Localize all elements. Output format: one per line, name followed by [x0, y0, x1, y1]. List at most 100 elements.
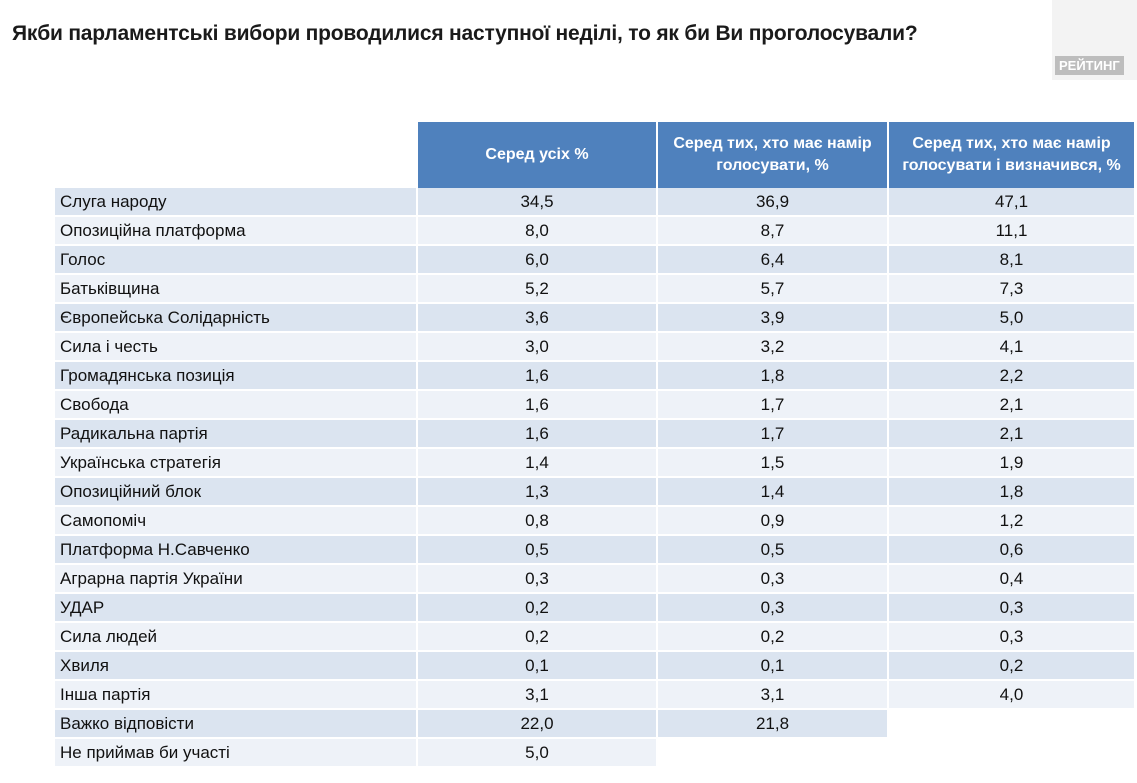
value-decided: 0,6 — [889, 536, 1134, 565]
value-decided: 1,2 — [889, 507, 1134, 536]
value-all: 6,0 — [418, 246, 656, 275]
party-name: Платформа Н.Савченко — [55, 536, 416, 565]
value-intend: 36,9 — [658, 188, 887, 217]
party-name: Радикальна партія — [55, 420, 416, 449]
table-row: Голос 6,0 6,4 8,1 — [55, 246, 1134, 275]
value-decided: 0,3 — [889, 594, 1134, 623]
header-blank — [55, 122, 416, 188]
value-intend: 0,9 — [658, 507, 887, 536]
party-name: Не приймав би участі — [55, 739, 416, 768]
value-decided: 4,0 — [889, 681, 1134, 710]
value-all: 5,2 — [418, 275, 656, 304]
table-row: Інша партія 3,1 3,1 4,0 — [55, 681, 1134, 710]
value-decided: 2,1 — [889, 420, 1134, 449]
table-row: Свобода 1,6 1,7 2,1 — [55, 391, 1134, 420]
value-decided — [889, 710, 1134, 739]
table-row: Громадянська позиція 1,6 1,8 2,2 — [55, 362, 1134, 391]
value-decided: 0,2 — [889, 652, 1134, 681]
party-name: УДАР — [55, 594, 416, 623]
value-all: 3,6 — [418, 304, 656, 333]
party-name: Голос — [55, 246, 416, 275]
value-all: 8,0 — [418, 217, 656, 246]
header-row: Серед усіх % Серед тих, хто має намір го… — [55, 122, 1134, 188]
table-row: Батьківщина 5,2 5,7 7,3 — [55, 275, 1134, 304]
table-row: УДАР 0,2 0,3 0,3 — [55, 594, 1134, 623]
value-all: 0,5 — [418, 536, 656, 565]
table-row: Аграрна партія України 0,3 0,3 0,4 — [55, 565, 1134, 594]
value-intend: 1,4 — [658, 478, 887, 507]
header-decided: Серед тих, хто має намір голосувати і ви… — [889, 122, 1134, 188]
value-decided: 11,1 — [889, 217, 1134, 246]
rating-logo: РЕЙТИНГ — [1055, 56, 1124, 75]
value-intend: 0,5 — [658, 536, 887, 565]
header-all: Серед усіх % — [418, 122, 656, 188]
party-name: Опозиційний блок — [55, 478, 416, 507]
table-row: Важко відповісти 22,0 21,8 — [55, 710, 1134, 739]
value-all: 0,8 — [418, 507, 656, 536]
table-row: Не приймав би участі 5,0 — [55, 739, 1134, 768]
value-decided: 4,1 — [889, 333, 1134, 362]
header-intend: Серед тих, хто має намір голосувати, % — [658, 122, 887, 188]
value-intend — [658, 739, 887, 768]
value-intend: 0,2 — [658, 623, 887, 652]
value-decided — [889, 739, 1134, 768]
table-row: Слуга народу 34,5 36,9 47,1 — [55, 188, 1134, 217]
value-intend: 8,7 — [658, 217, 887, 246]
party-name: Хвиля — [55, 652, 416, 681]
party-name: Самопоміч — [55, 507, 416, 536]
table-body: Слуга народу 34,5 36,9 47,1 Опозиційна платф… — [55, 188, 1134, 768]
value-all: 0,2 — [418, 594, 656, 623]
value-intend: 1,7 — [658, 420, 887, 449]
table-row: Європейська Солідарність 3,6 3,9 5,0 — [55, 304, 1134, 333]
table-row: Опозиційний блок 1,3 1,4 1,8 — [55, 478, 1134, 507]
value-decided: 8,1 — [889, 246, 1134, 275]
value-all: 1,3 — [418, 478, 656, 507]
value-intend: 5,7 — [658, 275, 887, 304]
value-decided: 1,8 — [889, 478, 1134, 507]
value-all: 22,0 — [418, 710, 656, 739]
page-title: Якби парламентські вибори проводилися на… — [12, 22, 918, 45]
value-all: 3,1 — [418, 681, 656, 710]
value-all: 1,6 — [418, 420, 656, 449]
table-row: Радикальна партія 1,6 1,7 2,1 — [55, 420, 1134, 449]
party-name: Опозиційна платформа — [55, 217, 416, 246]
value-intend: 6,4 — [658, 246, 887, 275]
value-decided: 2,2 — [889, 362, 1134, 391]
value-decided: 47,1 — [889, 188, 1134, 217]
value-all: 3,0 — [418, 333, 656, 362]
value-all: 1,4 — [418, 449, 656, 478]
table-row: Опозиційна платформа 8,0 8,7 11,1 — [55, 217, 1134, 246]
value-all: 0,1 — [418, 652, 656, 681]
value-all: 0,2 — [418, 623, 656, 652]
value-all: 1,6 — [418, 391, 656, 420]
value-all: 34,5 — [418, 188, 656, 217]
table-row: Самопоміч 0,8 0,9 1,2 — [55, 507, 1134, 536]
party-name: Європейська Солідарність — [55, 304, 416, 333]
table-row: Українська стратегія 1,4 1,5 1,9 — [55, 449, 1134, 478]
value-intend: 1,8 — [658, 362, 887, 391]
party-name: Громадянська позиція — [55, 362, 416, 391]
value-intend: 3,9 — [658, 304, 887, 333]
party-name: Українська стратегія — [55, 449, 416, 478]
value-decided: 0,3 — [889, 623, 1134, 652]
value-decided: 5,0 — [889, 304, 1134, 333]
party-name: Інша партія — [55, 681, 416, 710]
table-row: Сила людей 0,2 0,2 0,3 — [55, 623, 1134, 652]
value-intend: 0,3 — [658, 565, 887, 594]
value-intend: 3,1 — [658, 681, 887, 710]
party-name: Батьківщина — [55, 275, 416, 304]
value-decided: 2,1 — [889, 391, 1134, 420]
party-name: Аграрна партія України — [55, 565, 416, 594]
party-name: Сила людей — [55, 623, 416, 652]
value-intend: 21,8 — [658, 710, 887, 739]
value-intend: 0,1 — [658, 652, 887, 681]
value-all: 1,6 — [418, 362, 656, 391]
value-all: 0,3 — [418, 565, 656, 594]
party-name: Свобода — [55, 391, 416, 420]
value-decided: 7,3 — [889, 275, 1134, 304]
party-name: Сила і честь — [55, 333, 416, 362]
value-decided: 0,4 — [889, 565, 1134, 594]
value-intend: 3,2 — [658, 333, 887, 362]
table-row: Сила і честь 3,0 3,2 4,1 — [55, 333, 1134, 362]
table-row: Платформа Н.Савченко 0,5 0,5 0,6 — [55, 536, 1134, 565]
